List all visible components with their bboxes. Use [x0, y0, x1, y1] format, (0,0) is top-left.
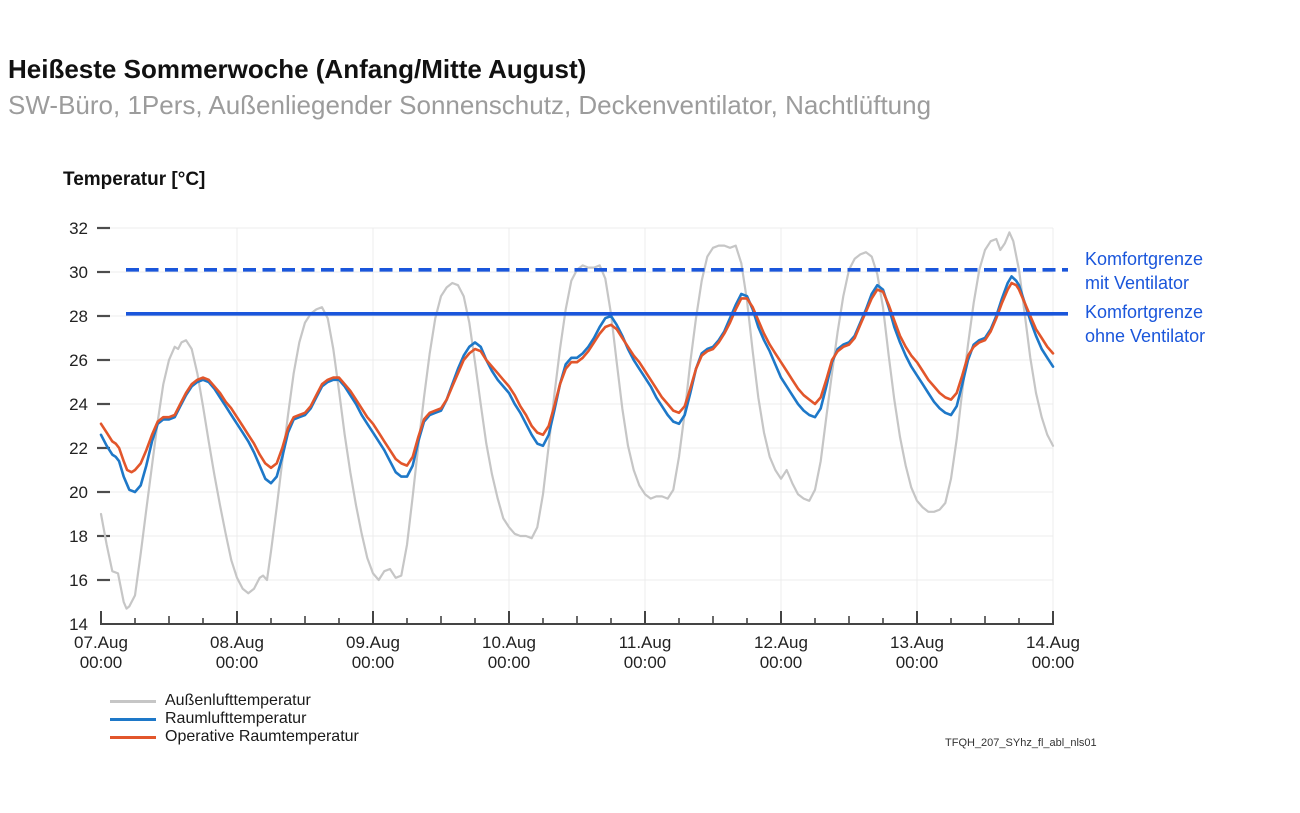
outdoor-temperature-line-swatch — [110, 699, 156, 703]
y-tick-label: 30 — [69, 263, 88, 282]
room-air-temperature-curve — [99, 275, 1055, 494]
annotation-line: Komfortgrenze — [1085, 249, 1204, 269]
legend-item-room-air-temperature: Raumlufttemperatur — [110, 710, 359, 728]
annotation-line: ohne Ventilator — [1085, 326, 1206, 346]
y-tick-label: 26 — [69, 351, 88, 370]
x-tick-label-time: 00:00 — [624, 653, 667, 672]
y-tick-label: 20 — [69, 483, 88, 502]
y-tick-label: 24 — [69, 395, 88, 414]
legend: Außenlufttemperatur Raumlufttemperatur O… — [110, 692, 359, 746]
y-tick-label: 28 — [69, 307, 88, 326]
legend-label: Außenlufttemperatur — [165, 692, 311, 709]
x-tick-label-date: 11.Aug — [619, 633, 672, 652]
comfort-limit-lines — [126, 267, 1068, 316]
x-tick-label-time: 00:00 — [1032, 653, 1075, 672]
y-tick-label: 22 — [69, 439, 88, 458]
x-tick-label-time: 00:00 — [488, 653, 531, 672]
x-tick-label-date: 07.Aug — [74, 633, 128, 652]
x-tick-label-date: 10.Aug — [482, 633, 536, 652]
x-tick-label-date: 14.Aug — [1026, 633, 1080, 652]
outdoor-temperature-curve — [99, 231, 1055, 610]
annotation-line: Komfortgrenze — [1085, 302, 1204, 322]
y-tick-label: 16 — [69, 571, 88, 590]
annotation-line: mit Ventilator — [1085, 273, 1190, 293]
operative-room-temperature-curve — [99, 281, 1055, 474]
footnote-code: TFQH_207_SYhz_fl_abl_nls01 — [945, 737, 1097, 749]
temperature-curves — [99, 231, 1055, 610]
x-tick-label-date: 12.Aug — [754, 633, 808, 652]
legend-label: Operative Raumtemperatur — [165, 728, 359, 745]
x-tick-label-time: 00:00 — [352, 653, 395, 672]
operative-room-temperature-line-swatch — [110, 735, 156, 739]
comfort-limit-without-fan-label: Komfortgrenze ohne Ventilator — [1085, 300, 1205, 348]
comfort-limit-with-fan-label: Komfortgrenze mit Ventilator — [1085, 247, 1203, 295]
axes: 07.Aug00:0008.Aug00:0009.Aug00:0010.Aug0… — [69, 219, 1080, 672]
legend-label: Raumlufttemperatur — [165, 710, 307, 727]
x-tick-label-time: 00:00 — [216, 653, 259, 672]
x-tick-label-time: 00:00 — [760, 653, 803, 672]
x-tick-label-time: 00:00 — [80, 653, 123, 672]
y-tick-label: 32 — [69, 219, 88, 238]
legend-item-outdoor-temperature: Außenlufttemperatur — [110, 692, 359, 710]
y-tick-label: 18 — [69, 527, 88, 546]
x-tick-label-date: 13.Aug — [890, 633, 944, 652]
x-tick-label-date: 09.Aug — [346, 633, 400, 652]
x-tick-label-time: 00:00 — [896, 653, 939, 672]
y-axis-title: Temperatur [°C] — [63, 169, 206, 190]
room-air-temperature-line-swatch — [110, 717, 156, 721]
x-tick-label-date: 08.Aug — [210, 633, 264, 652]
page-subtitle: SW-Büro, 1Pers, Außenliegender Sonnensch… — [8, 90, 932, 120]
y-tick-label: 14 — [69, 615, 88, 634]
legend-item-operative-room-temperature: Operative Raumtemperatur — [110, 728, 359, 746]
page-title: Heißeste Sommerwoche (Anfang/Mitte Augus… — [8, 54, 587, 84]
